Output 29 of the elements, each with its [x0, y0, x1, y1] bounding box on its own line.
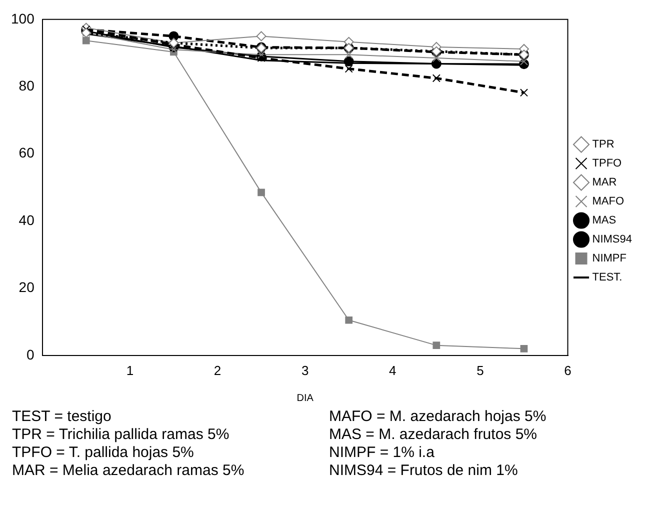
text: NIMPF = 1% i.a — [329, 444, 436, 462]
legend-label: MAS — [592, 214, 616, 227]
y-tick-label: 100 — [11, 10, 35, 26]
x-tick-label: 3 — [301, 362, 309, 378]
y-tick-label: 60 — [18, 144, 35, 161]
x-tick-label: 2 — [214, 362, 222, 378]
text: MAR = Melia azedarach ramas 5% — [12, 462, 246, 480]
y-tick-label: 20 — [18, 279, 35, 296]
x-tick-label: 1 — [126, 362, 134, 378]
x-axis-title: DIA — [296, 392, 314, 404]
legend-label: NIMS94 — [592, 234, 632, 246]
x-tick-label: 6 — [564, 362, 572, 378]
text: TPR = Trichilia pallida ramas 5% — [12, 426, 230, 444]
y-tick-label: 40 — [18, 212, 35, 228]
text: NIMS94 = Frutos de nim 1% — [329, 462, 519, 480]
legend-label: TEST. — [592, 272, 622, 284]
text: MAS = M. azedarach frutos 5% — [329, 426, 538, 444]
y-tick-label: 80 — [18, 77, 35, 94]
legend-label: TPR — [592, 138, 614, 151]
text: MAFO = M. azedarach hojas 5% — [329, 408, 548, 426]
legend-label: NIMPF — [592, 252, 627, 265]
x-tick-label: 4 — [389, 362, 396, 378]
legend-label: MAR — [592, 176, 617, 189]
text: TPFO = T. pallida hojas 5% — [12, 444, 195, 462]
x-tick-label: 5 — [476, 362, 484, 378]
text: TEST = testigo — [12, 408, 112, 426]
y-tick-label: 0 — [26, 346, 35, 362]
legend-label: MAFO — [592, 196, 624, 208]
legend-label: TPFO — [592, 158, 622, 170]
